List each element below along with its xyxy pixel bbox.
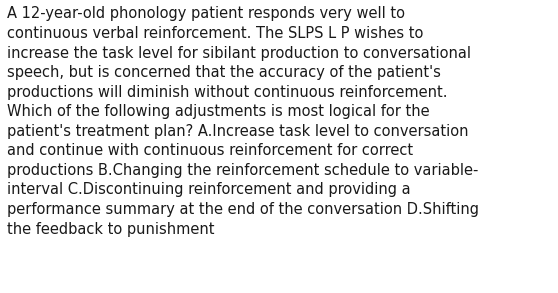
- Text: A 12-year-old phonology patient responds very well to
continuous verbal reinforc: A 12-year-old phonology patient responds…: [7, 6, 479, 237]
